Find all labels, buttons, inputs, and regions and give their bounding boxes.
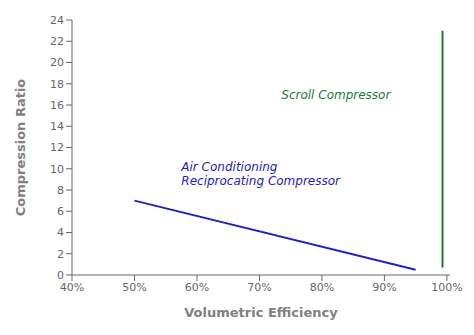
- svg-text:Compression Ratio: Compression Ratio: [13, 79, 28, 217]
- svg-text:90%: 90%: [372, 281, 396, 294]
- svg-text:Volumetric Efficiency: Volumetric Efficiency: [184, 305, 338, 320]
- svg-text:14: 14: [50, 120, 64, 133]
- svg-text:4: 4: [57, 226, 64, 239]
- svg-text:10: 10: [50, 163, 64, 176]
- svg-text:20: 20: [50, 56, 64, 69]
- svg-text:Scroll Compressor: Scroll Compressor: [281, 88, 391, 102]
- svg-text:60%: 60%: [185, 281, 209, 294]
- svg-text:16: 16: [50, 99, 64, 112]
- svg-text:0: 0: [57, 269, 64, 282]
- svg-text:Air ConditioningReciprocating: Air ConditioningReciprocating Compressor: [180, 160, 341, 188]
- svg-text:100%: 100%: [431, 281, 462, 294]
- svg-text:50%: 50%: [122, 281, 146, 294]
- svg-text:2: 2: [57, 248, 64, 261]
- svg-text:18: 18: [50, 78, 64, 91]
- svg-text:8: 8: [57, 184, 64, 197]
- svg-text:70%: 70%: [247, 281, 271, 294]
- svg-text:24: 24: [50, 14, 64, 27]
- svg-text:12: 12: [50, 141, 64, 154]
- svg-text:6: 6: [57, 205, 64, 218]
- svg-text:22: 22: [50, 35, 64, 48]
- svg-text:40%: 40%: [60, 281, 84, 294]
- svg-text:80%: 80%: [310, 281, 334, 294]
